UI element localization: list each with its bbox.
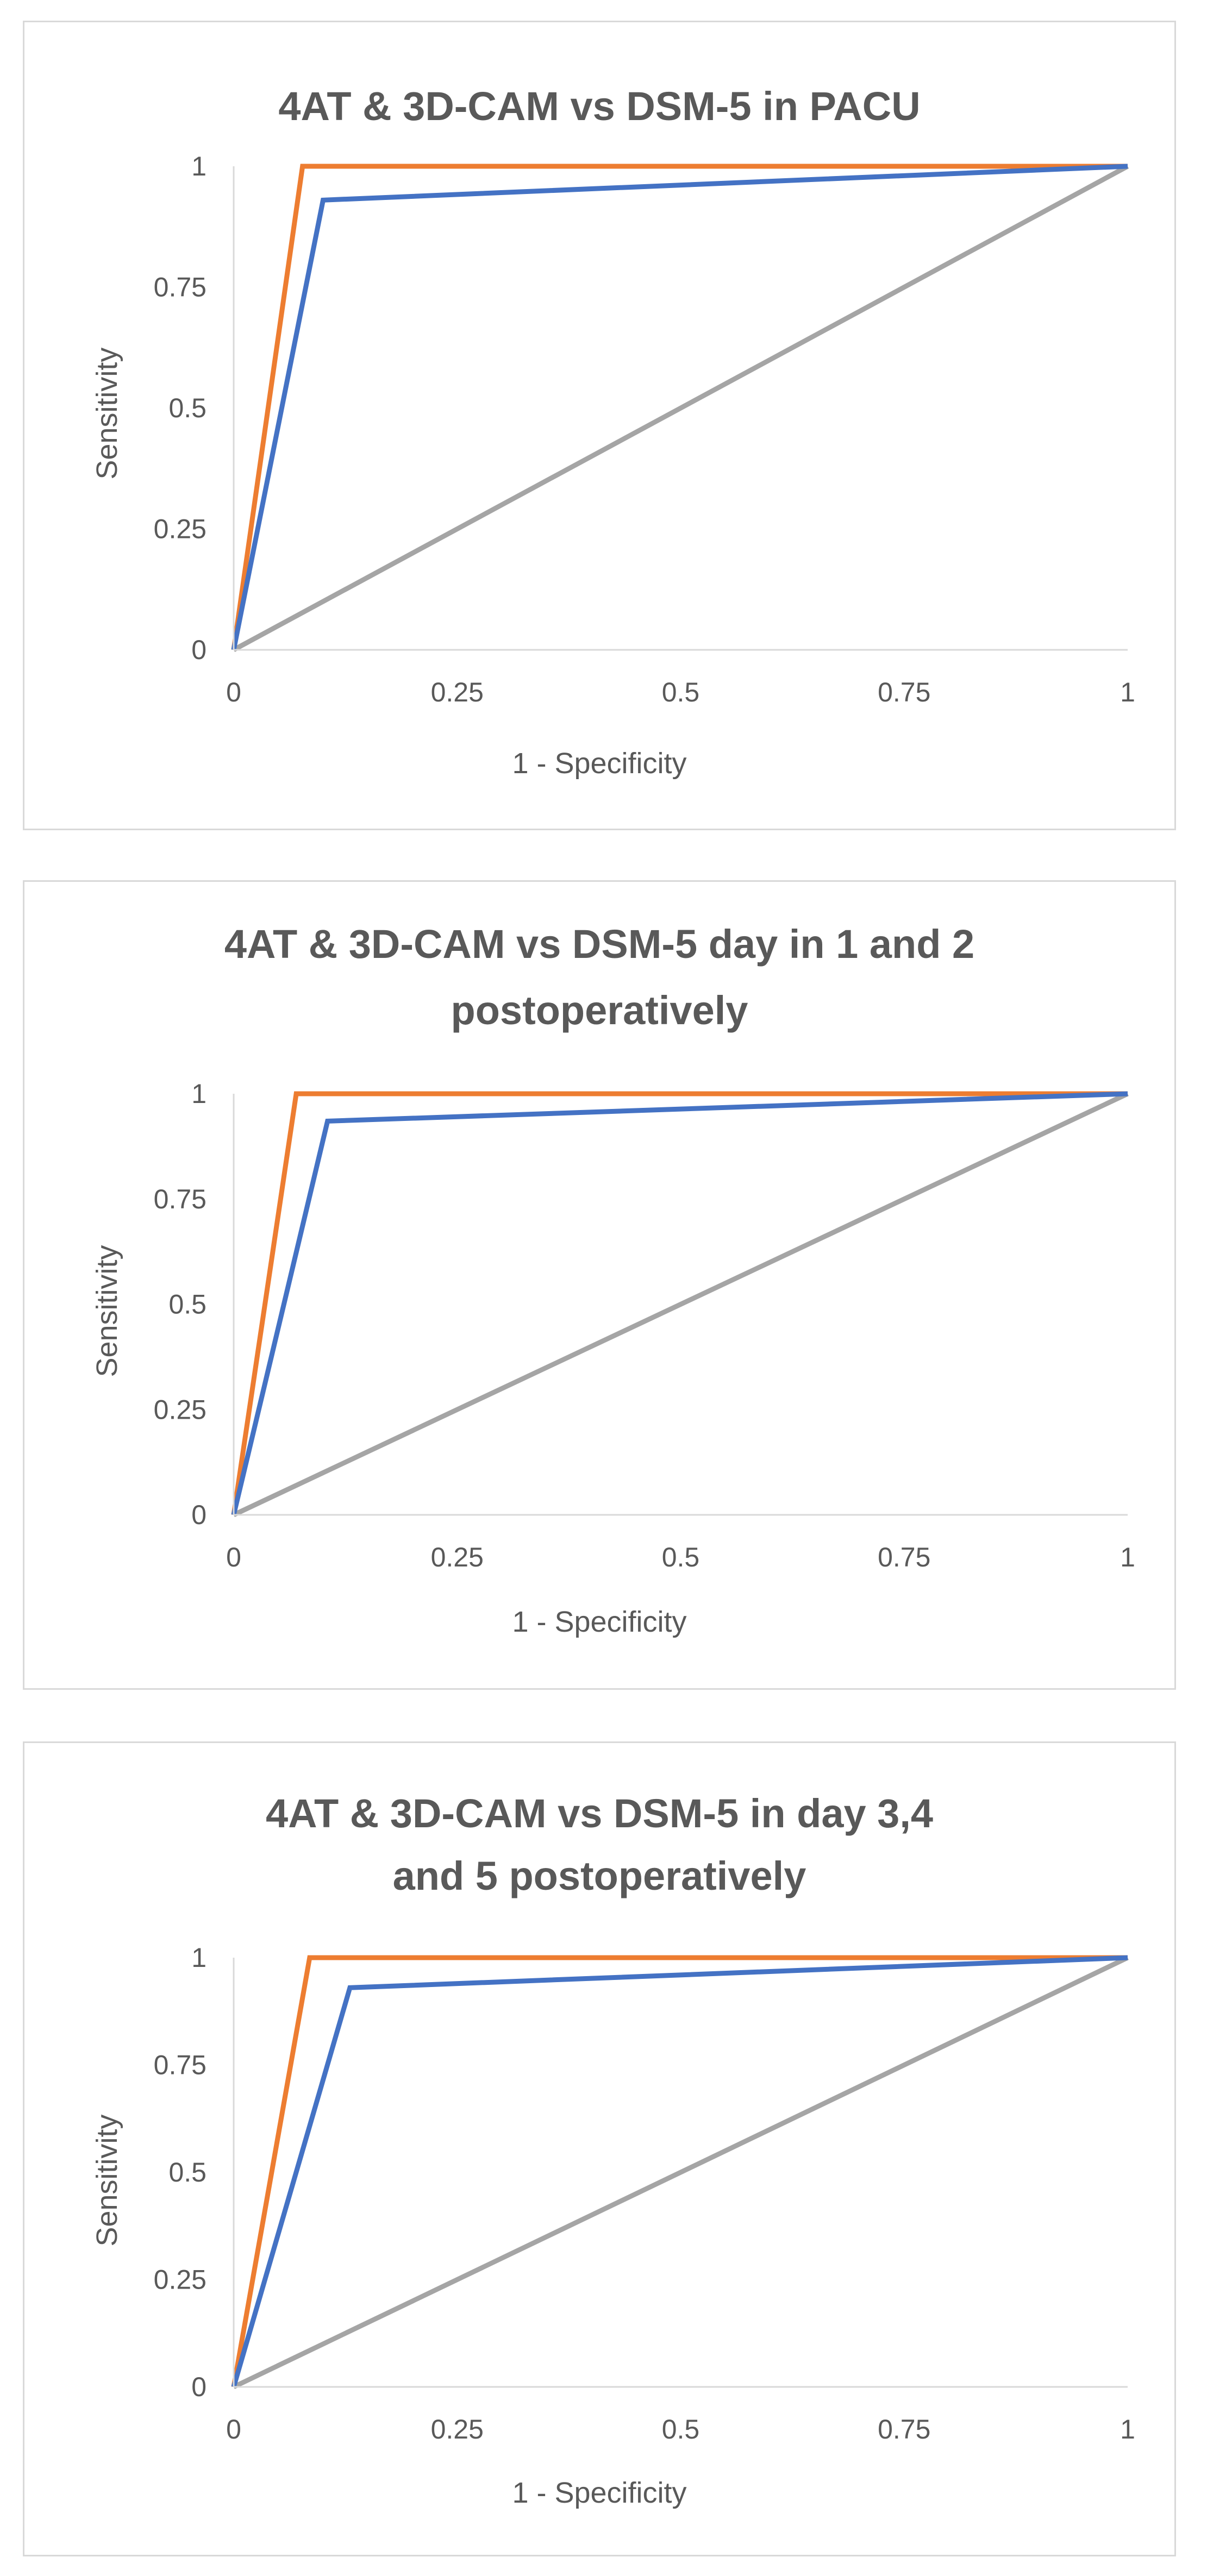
y-tick-label: 0.75 bbox=[154, 2050, 207, 2080]
x-tick-label: 0.75 bbox=[878, 2414, 930, 2445]
y-tick-label: 0.5 bbox=[168, 1289, 207, 1320]
series-line-reference bbox=[233, 1955, 1129, 2390]
y-tick-label: 1 bbox=[191, 1942, 207, 1973]
tick-layer: 0 0.25 0.5 0.75 1 0 0.25 0.5 0.75 1 bbox=[154, 1079, 1135, 1572]
y-tick-label: 0 bbox=[191, 635, 207, 665]
tick-layer: 0 0.25 0.5 0.75 1 0 0.25 0.5 0.75 1 bbox=[154, 151, 1135, 707]
x-tick-label: 0.25 bbox=[431, 1542, 484, 1572]
roc-chart-pacu: 4AT & 3D-CAM vs DSM-5 in PACU 0 0.25 0.5 0.… bbox=[91, 84, 1135, 780]
chart-title-line: and 5 postoperatively bbox=[393, 1853, 806, 1898]
y-axis-label: Sensitivity bbox=[91, 1245, 123, 1377]
x-axis-label: 1 - Specificity bbox=[512, 747, 686, 780]
series-line-orange-curve bbox=[231, 1091, 1128, 1515]
chart-title-line: 4AT & 3D-CAM vs DSM-5 in day 3,4 bbox=[266, 1791, 933, 1836]
series-line-reference bbox=[233, 1091, 1129, 1518]
y-tick-label: 0 bbox=[191, 1500, 207, 1530]
chart-panel-day-1-2: 4AT & 3D-CAM vs DSM-5 day in 1 and 2 pos… bbox=[23, 880, 1176, 1690]
y-axis-label: Sensitivity bbox=[91, 347, 123, 479]
x-tick-label: 1 bbox=[1120, 2414, 1135, 2445]
roc-chart-day-3-4-5: 4AT & 3D-CAM vs DSM-5 in day 3,4 and 5 p… bbox=[91, 1791, 1135, 2509]
x-axis-label: 1 - Specificity bbox=[512, 1606, 686, 1638]
roc-chart-day-1-2: 4AT & 3D-CAM vs DSM-5 day in 1 and 2 pos… bbox=[91, 922, 1135, 1638]
series-line-blue-curve bbox=[231, 1091, 1128, 1516]
y-tick-label: 1 bbox=[191, 1079, 207, 1109]
series-line-blue-curve bbox=[231, 1955, 1128, 2388]
x-tick-label: 0.25 bbox=[431, 2414, 484, 2445]
x-tick-label: 1 bbox=[1120, 677, 1135, 707]
y-tick-label: 0.5 bbox=[168, 393, 207, 423]
series-line-reference bbox=[232, 164, 1129, 652]
chart-title-line: 4AT & 3D-CAM vs DSM-5 day in 1 and 2 bbox=[224, 922, 974, 967]
x-tick-label: 0.5 bbox=[662, 677, 700, 707]
y-tick-label: 0.25 bbox=[154, 514, 207, 544]
y-tick-label: 0.5 bbox=[168, 2157, 207, 2188]
x-tick-label: 0.75 bbox=[878, 1542, 930, 1572]
y-tick-label: 1 bbox=[191, 151, 207, 181]
y-tick-label: 0.75 bbox=[154, 1184, 207, 1214]
y-tick-label: 0 bbox=[191, 2372, 207, 2402]
y-axis-label: Sensitivity bbox=[91, 2114, 123, 2246]
x-axis-label: 1 - Specificity bbox=[512, 2477, 686, 2509]
series-line-orange-curve bbox=[231, 1955, 1128, 2387]
x-tick-label: 0.5 bbox=[662, 1542, 700, 1572]
y-tick-label: 0.75 bbox=[154, 272, 207, 303]
x-tick-label: 0 bbox=[226, 2414, 241, 2445]
chart-panel-pacu: 4AT & 3D-CAM vs DSM-5 in PACU 0 0.25 0.5 0.… bbox=[23, 21, 1176, 830]
x-tick-label: 0.5 bbox=[662, 2414, 700, 2445]
series-layer bbox=[231, 1955, 1129, 2390]
series-line-blue-curve bbox=[231, 164, 1128, 650]
x-tick-label: 0 bbox=[226, 677, 241, 707]
y-tick-label: 0.25 bbox=[154, 1394, 207, 1425]
tick-layer: 0 0.25 0.5 0.75 1 0 0.25 0.5 0.75 1 bbox=[154, 1942, 1135, 2445]
chart-panel-day-3-4-5: 4AT & 3D-CAM vs DSM-5 in day 3,4 and 5 p… bbox=[23, 1741, 1176, 2556]
y-tick-label: 0.25 bbox=[154, 2265, 207, 2295]
series-layer bbox=[231, 164, 1129, 652]
x-tick-label: 0 bbox=[226, 1542, 241, 1572]
series-layer bbox=[231, 1091, 1129, 1518]
x-tick-label: 0.75 bbox=[878, 677, 930, 707]
series-line-orange-curve bbox=[231, 164, 1128, 650]
x-tick-label: 1 bbox=[1120, 1542, 1135, 1572]
chart-title-line: postoperatively bbox=[451, 988, 748, 1033]
x-tick-label: 0.25 bbox=[431, 677, 484, 707]
chart-title-line: 4AT & 3D-CAM vs DSM-5 in PACU bbox=[278, 84, 920, 129]
